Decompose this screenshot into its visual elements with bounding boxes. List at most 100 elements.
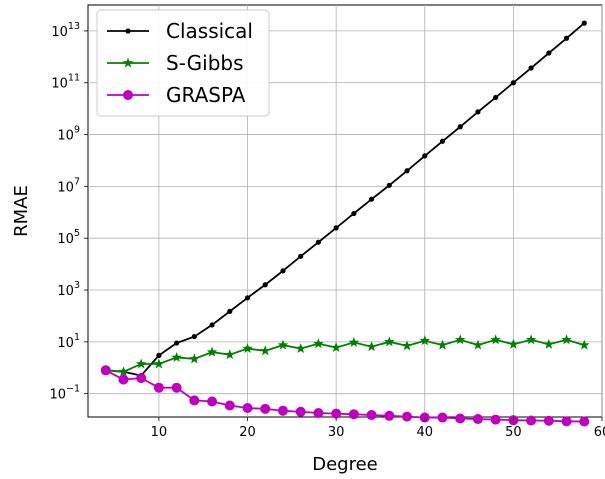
y-tick-exponent: 5 [74,228,80,239]
data-point-graspa [118,374,129,385]
data-point-graspa [277,405,288,416]
data-point-graspa [579,416,590,427]
legend-box [96,9,270,117]
data-point-s-gibbs [295,343,306,354]
legend-marker-graspa [123,90,133,100]
data-point-s-gibbs [384,336,395,347]
series-graspa [100,365,590,427]
y-tick-exponent: 11 [68,73,80,84]
x-tick-label: 40 [416,425,433,440]
data-point-s-gibbs [561,334,572,345]
data-point-graspa [490,414,501,425]
data-point-graspa [543,415,554,426]
x-tick-label: 30 [328,425,345,440]
data-point-classical [457,124,463,130]
data-point-classical [563,35,570,41]
data-point-s-gibbs [118,366,129,377]
data-point-s-gibbs [206,346,218,357]
y-tick-base: 10 [57,232,74,247]
data-point-graspa [455,413,466,424]
data-point-graspa [366,410,377,421]
x-tick-label: 50 [505,425,522,440]
data-point-classical [280,268,286,274]
y-tick-label: 101 [57,332,80,351]
data-point-graspa [189,395,200,406]
y-tick-exponent: 9 [74,125,80,136]
series-layer [100,20,590,427]
y-tick-base: 10 [51,77,68,92]
x-tick-label: 60 [594,425,605,440]
data-point-classical [404,168,410,174]
data-point-s-gibbs [330,342,342,353]
data-point-classical [315,239,322,245]
data-point-s-gibbs [277,339,289,350]
x-tick-label: 20 [239,425,256,440]
data-point-s-gibbs [454,334,466,345]
data-point-classical [209,322,215,328]
data-point-s-gibbs [135,358,147,369]
data-point-s-gibbs [419,335,430,346]
data-point-classical [298,253,304,259]
data-point-s-gibbs [525,334,537,345]
y-tick-exponent: 1 [74,332,80,343]
legend-marker-s-gibbs [122,57,134,68]
legend-marker-classical [125,28,131,34]
y-tick-base: 10 [57,336,74,351]
y-tick-label: 1011 [51,73,80,92]
data-point-graspa [171,382,182,393]
y-tick-exponent: −1 [66,384,80,395]
legend: Classical S-Gibbs GRASPA [96,9,270,117]
y-tick-label: 1013 [51,21,80,40]
y-tick-label: 103 [57,280,80,299]
legend-label-graspa: GRASPA [166,83,246,107]
data-point-s-gibbs [171,351,182,362]
data-point-s-gibbs [579,339,590,350]
data-point-s-gibbs [242,343,253,354]
series-s-gibbs [100,334,590,377]
data-point-graspa [136,373,147,384]
series-line-graspa [105,369,585,423]
data-point-classical [368,196,375,202]
data-point-classical [510,80,516,86]
y-tick-base: 10 [57,180,74,195]
data-point-classical [475,109,481,115]
y-tick-exponent: 3 [74,280,80,291]
data-point-classical [244,295,251,301]
y-tick-label: 107 [57,176,80,195]
data-point-graspa [260,403,271,414]
data-point-classical [333,225,339,231]
x-axis-title: Degree [312,454,378,475]
y-tick-label: 109 [57,125,80,144]
data-point-s-gibbs [437,339,448,350]
y-tick-base: 10 [51,25,68,40]
series-line-s-gibbs [105,338,585,373]
data-point-graspa [526,415,537,426]
legend-label-s-gibbs: S-Gibbs [166,51,244,75]
data-point-graspa [561,416,572,427]
data-point-graspa [313,407,324,418]
y-tick-base: 10 [57,129,74,144]
data-point-s-gibbs [189,353,200,364]
data-point-graspa [100,365,111,376]
data-point-s-gibbs [348,336,360,347]
data-point-graspa [207,396,218,407]
data-point-classical [386,182,392,188]
y-axis-title: RMAE [11,185,32,237]
data-point-s-gibbs [313,338,324,349]
data-point-graspa [472,414,483,425]
data-point-graspa [437,412,448,423]
data-point-classical [191,333,197,340]
y-tick-base: 10 [49,388,66,403]
x-tick-label: 10 [151,425,168,440]
data-point-graspa [348,409,359,420]
data-point-graspa [384,410,395,421]
data-point-graspa [295,406,306,417]
series-line-classical [105,22,585,377]
data-point-classical [439,138,446,144]
legend-label-classical: Classical [166,19,253,43]
data-point-classical [581,20,587,26]
data-point-graspa [331,408,342,419]
data-point-s-gibbs [366,341,377,352]
data-point-graspa [224,400,235,411]
